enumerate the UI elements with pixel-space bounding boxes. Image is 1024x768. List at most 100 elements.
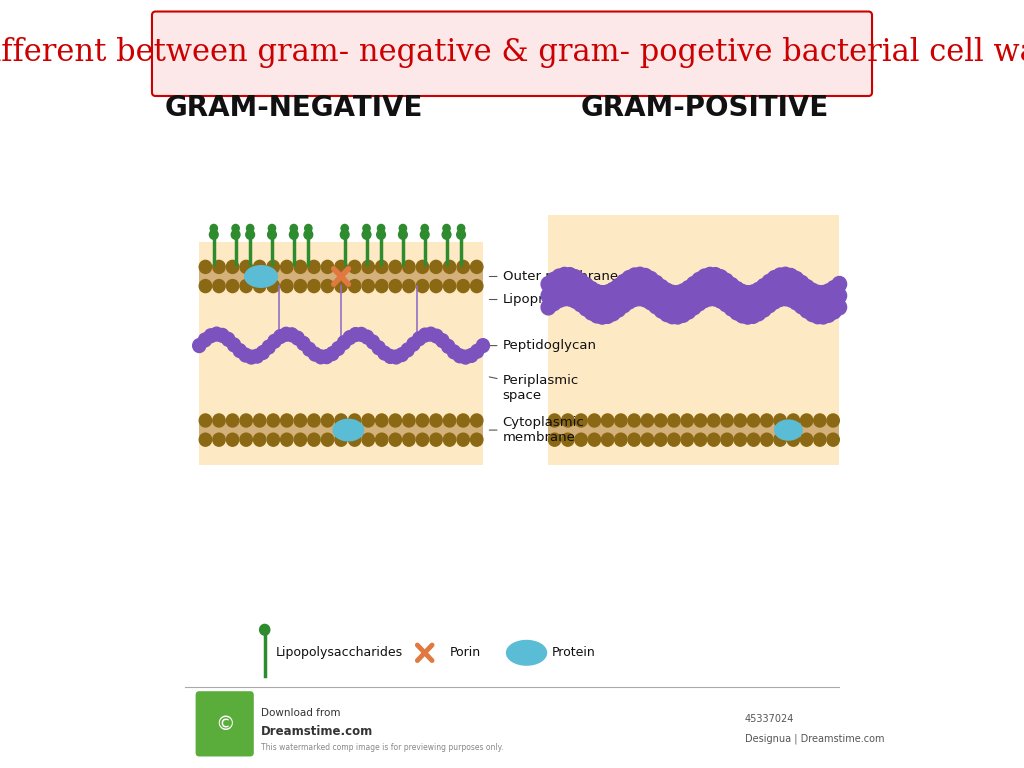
Circle shape: [389, 433, 401, 446]
Circle shape: [681, 414, 693, 427]
Circle shape: [562, 291, 578, 306]
Circle shape: [574, 433, 587, 446]
Circle shape: [378, 346, 391, 360]
Circle shape: [633, 267, 647, 283]
Circle shape: [573, 273, 588, 289]
Circle shape: [562, 268, 578, 283]
Circle shape: [665, 308, 680, 323]
Circle shape: [562, 280, 578, 295]
Circle shape: [611, 302, 626, 317]
Circle shape: [372, 341, 385, 355]
Circle shape: [734, 414, 746, 427]
Circle shape: [362, 414, 375, 427]
Circle shape: [213, 433, 225, 446]
Circle shape: [801, 433, 813, 446]
Circle shape: [200, 433, 212, 446]
Circle shape: [638, 292, 652, 307]
Circle shape: [314, 350, 328, 364]
Circle shape: [213, 280, 225, 293]
Circle shape: [267, 260, 280, 273]
Circle shape: [740, 309, 755, 324]
Circle shape: [827, 433, 840, 446]
Circle shape: [348, 433, 360, 446]
Circle shape: [304, 230, 312, 240]
Circle shape: [588, 414, 600, 427]
Circle shape: [267, 433, 280, 446]
Circle shape: [376, 414, 388, 427]
Circle shape: [752, 283, 766, 298]
Circle shape: [568, 270, 583, 285]
Circle shape: [541, 276, 556, 292]
Circle shape: [606, 283, 621, 298]
Circle shape: [305, 224, 312, 232]
Circle shape: [232, 224, 240, 232]
Circle shape: [600, 296, 614, 312]
Circle shape: [362, 433, 375, 446]
Circle shape: [730, 293, 744, 309]
Circle shape: [573, 285, 588, 300]
Circle shape: [254, 260, 266, 273]
Circle shape: [778, 290, 793, 306]
Circle shape: [471, 280, 483, 293]
Circle shape: [541, 300, 556, 315]
Circle shape: [281, 260, 293, 273]
Circle shape: [740, 297, 755, 313]
Circle shape: [810, 308, 825, 323]
Circle shape: [268, 224, 275, 232]
Circle shape: [407, 337, 420, 351]
Circle shape: [402, 260, 415, 273]
Circle shape: [671, 286, 685, 301]
Circle shape: [719, 296, 733, 312]
Circle shape: [588, 433, 600, 446]
Text: Cytoplasmic
membrane: Cytoplasmic membrane: [489, 416, 585, 444]
Circle shape: [773, 280, 787, 295]
Circle shape: [377, 230, 385, 240]
Circle shape: [805, 306, 819, 322]
Circle shape: [833, 288, 847, 303]
Circle shape: [240, 280, 252, 293]
Circle shape: [322, 414, 334, 427]
Circle shape: [714, 293, 728, 308]
FancyBboxPatch shape: [549, 422, 840, 438]
Circle shape: [752, 306, 766, 321]
Circle shape: [245, 350, 258, 364]
Circle shape: [814, 414, 826, 427]
Circle shape: [268, 334, 281, 348]
Circle shape: [401, 343, 414, 357]
Circle shape: [681, 292, 695, 307]
Circle shape: [773, 291, 787, 306]
Circle shape: [267, 414, 280, 427]
Circle shape: [774, 414, 786, 427]
Circle shape: [457, 260, 469, 273]
Circle shape: [251, 349, 263, 363]
Circle shape: [349, 328, 362, 342]
Circle shape: [547, 284, 561, 300]
Circle shape: [595, 286, 609, 301]
Circle shape: [611, 279, 626, 294]
Circle shape: [476, 339, 489, 353]
Circle shape: [719, 273, 733, 289]
Circle shape: [702, 290, 717, 306]
Circle shape: [714, 270, 728, 285]
Text: GRAM-NEGATIVE: GRAM-NEGATIVE: [165, 94, 423, 121]
Circle shape: [606, 294, 621, 310]
Circle shape: [826, 303, 841, 319]
Circle shape: [757, 290, 771, 306]
Circle shape: [692, 273, 707, 288]
Circle shape: [633, 290, 647, 306]
Circle shape: [471, 433, 483, 446]
Circle shape: [547, 273, 561, 288]
Circle shape: [788, 294, 804, 310]
Circle shape: [348, 414, 360, 427]
Circle shape: [628, 414, 640, 427]
Circle shape: [360, 330, 374, 344]
Circle shape: [681, 303, 695, 319]
FancyBboxPatch shape: [200, 269, 483, 284]
Circle shape: [694, 414, 707, 427]
Circle shape: [204, 329, 217, 343]
Circle shape: [800, 291, 814, 306]
Circle shape: [681, 280, 695, 296]
Circle shape: [595, 297, 609, 313]
Text: Outer membrane: Outer membrane: [489, 270, 617, 283]
Circle shape: [676, 284, 690, 300]
